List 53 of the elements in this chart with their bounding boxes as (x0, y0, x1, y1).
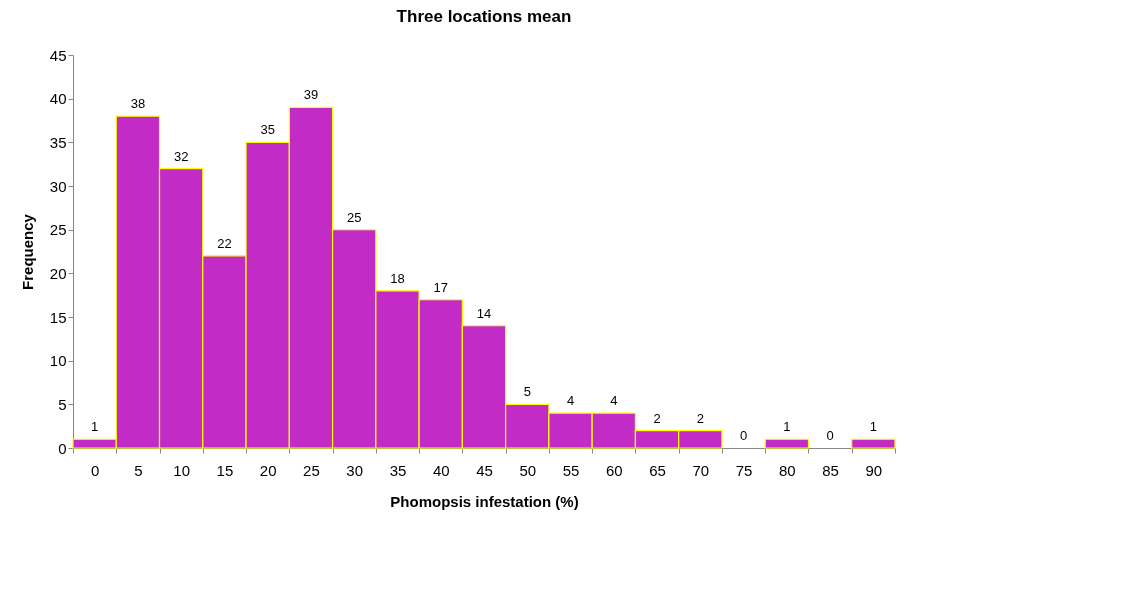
bar (851, 438, 896, 449)
x-tick-label: 75 (735, 461, 753, 479)
data-label: 0 (739, 428, 748, 443)
data-label: 4 (610, 393, 618, 409)
x-tick-label: 35 (389, 461, 407, 479)
y-tick-label: 15 (49, 308, 67, 326)
x-tick-label: 0 (90, 461, 100, 479)
x-tick-label: 60 (605, 461, 623, 479)
x-tick-label: 65 (649, 461, 666, 479)
y-tick-label: 30 (49, 177, 67, 195)
x-tick-label: 30 (346, 461, 364, 479)
y-tick-label: 5 (58, 395, 67, 413)
y-tick-label: 0 (58, 439, 67, 457)
x-tick-label: 85 (822, 461, 839, 479)
y-tick-label: 10 (49, 352, 67, 370)
y-tick-label: 35 (49, 133, 67, 151)
data-label: 2 (653, 410, 661, 426)
data-label: 17 (433, 279, 448, 295)
x-tick-label: 20 (259, 461, 277, 479)
bar (764, 438, 810, 449)
data-label: 39 (303, 87, 319, 103)
x-axis-title: Phomopsis infestation (%) (390, 492, 579, 510)
data-label: 1 (783, 419, 791, 435)
x-tick-label: 40 (432, 461, 450, 479)
data-label: 18 (390, 270, 405, 286)
data-label: 4 (566, 393, 575, 409)
y-tick-label: 25 (49, 221, 67, 239)
x-tick-label: 70 (692, 461, 710, 479)
y-tick-label: 40 (49, 90, 67, 108)
y-tick-label: 20 (49, 264, 67, 282)
y-axis-title: Frequency (18, 213, 36, 290)
data-label: 1 (91, 419, 99, 435)
x-tick-label: 90 (865, 461, 883, 479)
x-tick-label: 45 (476, 461, 493, 479)
data-label: 32 (173, 148, 189, 164)
data-label: 25 (346, 209, 362, 225)
y-tick-label: 45 (49, 46, 67, 64)
data-label: 2 (696, 410, 704, 426)
data-label: 1 (869, 419, 877, 435)
data-label: 35 (260, 122, 275, 138)
x-tick-label: 55 (562, 461, 580, 479)
x-tick-label: 80 (779, 461, 796, 479)
data-label: 38 (130, 96, 146, 112)
data-label: 5 (523, 384, 531, 400)
x-tick-label: 10 (173, 461, 190, 479)
data-label: 0 (826, 428, 834, 443)
x-tick-label: 15 (216, 461, 234, 479)
x-tick-label: 50 (519, 461, 537, 479)
x-tick-label: 5 (134, 461, 143, 479)
data-label: 14 (476, 305, 492, 321)
x-tick-label: 25 (303, 461, 320, 479)
data-label: 22 (217, 235, 232, 251)
chart-title: Three locations mean (396, 7, 572, 26)
